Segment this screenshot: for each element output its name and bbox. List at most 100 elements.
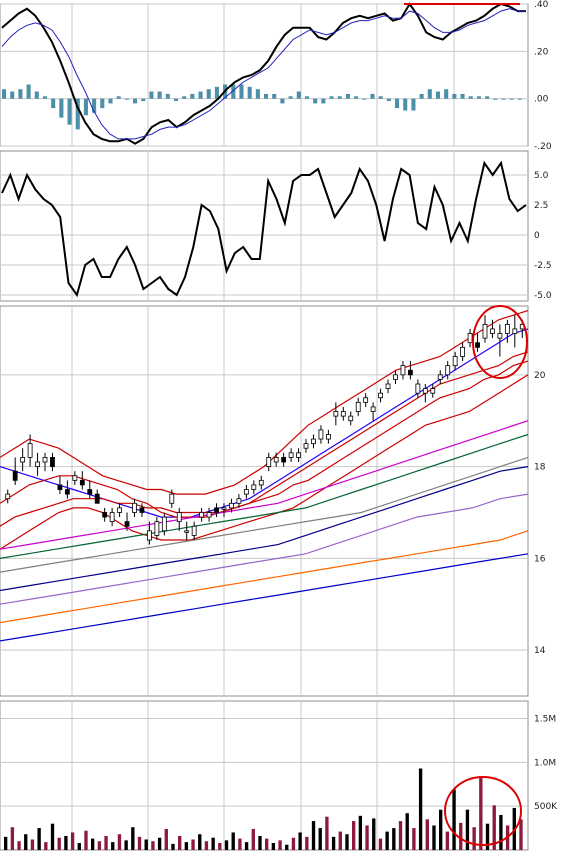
- volume-bar: [272, 843, 275, 850]
- macd-histogram-bar: [501, 99, 505, 100]
- candle-up: [401, 366, 405, 375]
- macd-histogram-bar: [305, 96, 309, 98]
- candle-up: [461, 347, 465, 356]
- volume-bar: [78, 843, 81, 850]
- volume-bar: [131, 827, 134, 850]
- volume-bar: [519, 819, 522, 850]
- macd-histogram-bar: [395, 99, 399, 108]
- macd-histogram-bar: [272, 94, 276, 99]
- volume-bar: [312, 821, 315, 850]
- macd-histogram-bar: [379, 96, 383, 98]
- volume-bar: [399, 821, 402, 850]
- candle-up: [371, 407, 375, 412]
- volume-bar: [205, 841, 208, 850]
- macd-tick-label: .40: [534, 0, 549, 10]
- macd-histogram-bar: [354, 96, 358, 98]
- macd-histogram-bar: [493, 99, 497, 100]
- candle-up: [356, 402, 360, 411]
- candle-up: [297, 453, 301, 458]
- volume-panel: 1.5M1.0M500K: [0, 701, 558, 850]
- volume-bar: [258, 836, 261, 850]
- volume-bar: [472, 827, 475, 850]
- candle-up: [505, 324, 509, 333]
- candle-up: [200, 512, 204, 517]
- macd-histogram-bar: [166, 94, 170, 99]
- candle-up: [304, 444, 308, 449]
- candle-up: [453, 356, 457, 365]
- candle-up: [274, 457, 278, 462]
- macd-histogram-bar: [477, 96, 481, 98]
- volume-bar: [459, 823, 462, 850]
- macd-histogram-bar: [403, 99, 407, 111]
- candle-up: [6, 494, 10, 499]
- volume-bar: [171, 844, 174, 850]
- volume-bar: [285, 845, 288, 850]
- candle-up: [36, 462, 40, 467]
- volume-bar: [325, 817, 328, 850]
- macd-histogram-bar: [387, 99, 391, 101]
- macd-histogram-bar: [452, 94, 456, 99]
- candle-up: [162, 517, 166, 531]
- volume-bar: [452, 790, 455, 850]
- volume-bar: [298, 832, 301, 850]
- candle-up: [498, 334, 502, 339]
- volume-bar: [278, 840, 281, 850]
- volume-tick-label: 1.0M: [534, 758, 556, 768]
- volume-bar: [31, 839, 34, 850]
- candle-up: [349, 416, 353, 421]
- volume-bar: [111, 842, 114, 850]
- candle-up: [416, 384, 420, 393]
- volume-bar: [265, 839, 268, 850]
- macd-histogram-bar: [182, 96, 186, 98]
- macd-histogram-bar: [2, 89, 6, 98]
- volume-bar: [91, 839, 94, 850]
- candle-up: [386, 384, 390, 389]
- volume-bar: [232, 832, 235, 850]
- candle-up: [513, 329, 517, 334]
- volume-bar: [439, 810, 442, 850]
- candle-up: [21, 457, 25, 462]
- candle-down: [215, 508, 219, 513]
- candle-up: [252, 485, 256, 490]
- candle-up: [364, 398, 368, 403]
- macd-histogram-bar: [199, 92, 203, 99]
- macd-histogram-bar: [158, 92, 162, 99]
- macd-tick-label: .20: [534, 47, 549, 57]
- candle-up: [170, 494, 174, 503]
- macd-tick-label: .00: [534, 95, 549, 105]
- volume-bar: [71, 832, 74, 850]
- macd-histogram-bar: [338, 96, 342, 98]
- volume-bar: [151, 841, 154, 850]
- candle-up: [267, 457, 271, 466]
- volume-bar: [406, 813, 409, 850]
- macd-histogram-bar: [108, 99, 112, 104]
- volume-bar: [51, 824, 54, 850]
- macd-histogram-bar: [420, 94, 424, 99]
- candle-up: [431, 389, 435, 394]
- candle-down: [50, 457, 54, 466]
- volume-bar: [145, 839, 148, 850]
- macd-histogram-bar: [27, 84, 31, 98]
- macd-histogram-bar: [469, 96, 473, 98]
- volume-bar: [238, 839, 241, 850]
- volume-bar: [44, 842, 47, 850]
- oscillator-tick-label: 2.5: [534, 201, 548, 211]
- candle-up: [326, 434, 330, 439]
- candle-down: [58, 485, 62, 490]
- oscillator-tick-label: 5.0: [534, 171, 549, 181]
- volume-tick-label: 1.5M: [534, 715, 556, 725]
- candle-up: [229, 503, 233, 508]
- macd-histogram-bar: [346, 94, 350, 99]
- volume-bar: [64, 836, 67, 850]
- volume-bar: [84, 831, 87, 850]
- candle-up: [319, 430, 323, 439]
- macd-histogram-bar: [174, 99, 178, 101]
- price-tick-label: 20: [534, 371, 546, 381]
- candle-up: [483, 324, 487, 338]
- candle-up: [155, 522, 159, 536]
- candle-down: [95, 494, 99, 503]
- macd-histogram-bar: [297, 92, 301, 99]
- candle-up: [73, 476, 77, 481]
- macd-histogram-bar: [280, 99, 284, 104]
- volume-bar: [37, 828, 40, 850]
